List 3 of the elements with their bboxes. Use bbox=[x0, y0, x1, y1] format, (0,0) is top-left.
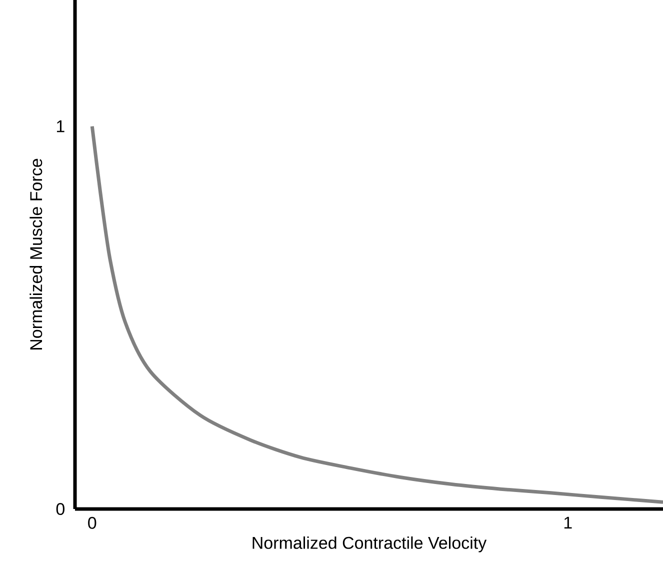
y-axis-title: Normalized Muscle Force bbox=[30, 158, 42, 350]
x-axis-title: Normalized Contractile Velocity bbox=[252, 536, 487, 552]
line-series bbox=[90, 124, 663, 504]
